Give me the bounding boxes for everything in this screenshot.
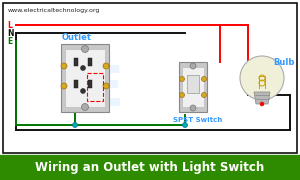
Circle shape [179, 76, 184, 82]
Text: www.electricaltechnology.org: www.electricaltechnology.org [8, 8, 100, 12]
Circle shape [179, 93, 184, 98]
Circle shape [182, 123, 188, 127]
Text: E: E [8, 37, 13, 46]
Bar [179, 62, 207, 112]
Bar [74, 80, 78, 88]
Circle shape [202, 93, 206, 98]
Text: E: E [86, 63, 124, 117]
Circle shape [190, 63, 196, 69]
Circle shape [61, 63, 67, 69]
Bar [74, 58, 78, 66]
Circle shape [61, 83, 67, 89]
Bar [61, 44, 109, 112]
Bar [182, 67, 204, 107]
Circle shape [80, 89, 86, 93]
Circle shape [82, 103, 88, 111]
Bar [0, 155, 300, 180]
Text: N: N [7, 28, 13, 37]
Circle shape [103, 63, 109, 69]
Circle shape [240, 56, 284, 100]
Bar [65, 49, 105, 107]
Polygon shape [254, 92, 270, 104]
Text: SPST Switch: SPST Switch [173, 117, 223, 123]
Circle shape [80, 66, 86, 71]
Text: Outlet: Outlet [62, 33, 92, 42]
Circle shape [190, 105, 196, 111]
Bar [187, 75, 199, 93]
Text: Wiring an Outlet with Light Switch: Wiring an Outlet with Light Switch [35, 161, 265, 174]
Circle shape [82, 46, 88, 53]
Bar [87, 73, 103, 101]
Bar [88, 80, 92, 88]
Bar [3, 3, 297, 153]
Circle shape [260, 102, 264, 106]
Circle shape [103, 83, 109, 89]
Circle shape [73, 123, 77, 127]
Bar [88, 58, 92, 66]
Text: Bulb: Bulb [273, 57, 295, 66]
Circle shape [202, 76, 206, 82]
Text: L: L [8, 21, 12, 30]
